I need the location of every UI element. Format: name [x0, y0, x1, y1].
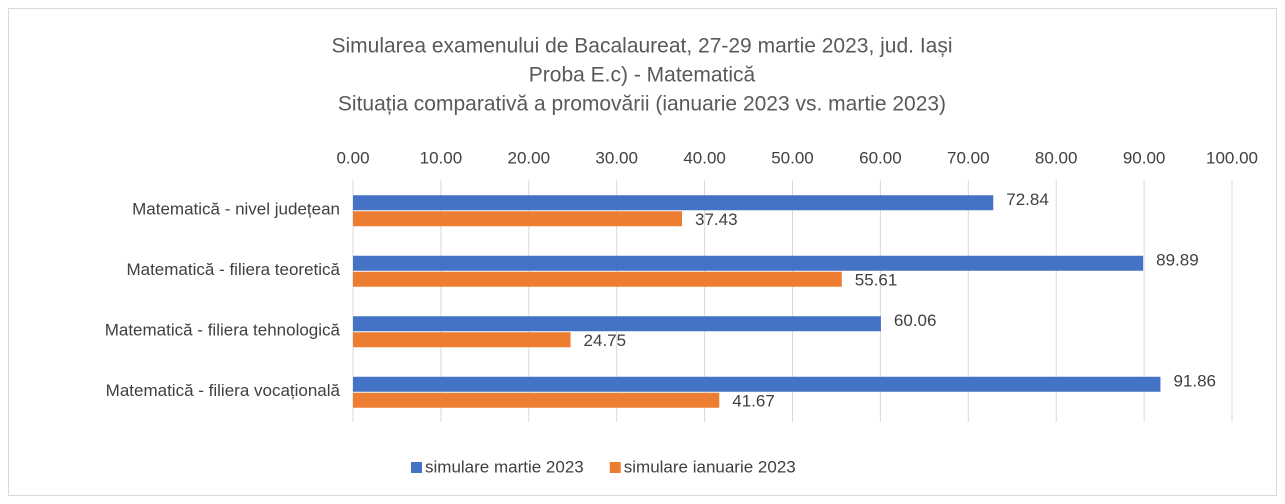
- data-label: 89.89: [1156, 251, 1199, 270]
- x-tick-label: 30.00: [595, 148, 638, 167]
- legend-label: simulare martie 2023: [425, 457, 584, 476]
- legend-label: simulare ianuarie 2023: [624, 457, 796, 476]
- chart-title: Proba E.c) - Matematică: [529, 64, 756, 87]
- bar: [353, 255, 1144, 271]
- chart-title: Simularea examenului de Bacalaureat, 27-…: [331, 35, 952, 58]
- data-label: 24.75: [584, 331, 627, 350]
- chart-border: [8, 8, 1277, 496]
- legend-swatch: [411, 462, 422, 473]
- bar: [353, 392, 720, 408]
- y-tick-label: Matematică - filiera tehnologică: [105, 321, 341, 340]
- x-tick-label: 10.00: [420, 148, 463, 167]
- data-label: 55.61: [855, 271, 898, 290]
- data-label: 41.67: [732, 392, 775, 411]
- bar: [353, 332, 571, 348]
- x-tick-label: 40.00: [683, 148, 726, 167]
- bar: [353, 211, 683, 227]
- x-tick-label: 0.00: [336, 148, 369, 167]
- x-tick-label: 70.00: [947, 148, 990, 167]
- x-tick-label: 90.00: [1123, 148, 1166, 167]
- chart-title: Situația comparativă a promovării (ianua…: [338, 93, 946, 116]
- x-tick-label: 100.00: [1206, 148, 1258, 167]
- legend-swatch: [609, 462, 621, 473]
- bar: [353, 376, 1161, 392]
- y-tick-label: Matematică - nivel județean: [132, 200, 340, 219]
- data-label: 60.06: [894, 311, 937, 330]
- bar: [353, 271, 842, 287]
- x-tick-label: 20.00: [508, 148, 551, 167]
- data-label: 91.86: [1173, 372, 1216, 391]
- x-tick-label: 80.00: [1035, 148, 1078, 167]
- x-tick-label: 60.00: [859, 148, 902, 167]
- x-tick-label: 50.00: [771, 148, 814, 167]
- bar: [353, 316, 881, 332]
- bar: [353, 195, 994, 211]
- y-tick-label: Matematică - filiera vocațională: [106, 381, 341, 400]
- y-tick-label: Matematică - filiera teoretică: [126, 260, 340, 279]
- data-label: 37.43: [695, 210, 738, 229]
- data-label: 72.84: [1006, 190, 1049, 209]
